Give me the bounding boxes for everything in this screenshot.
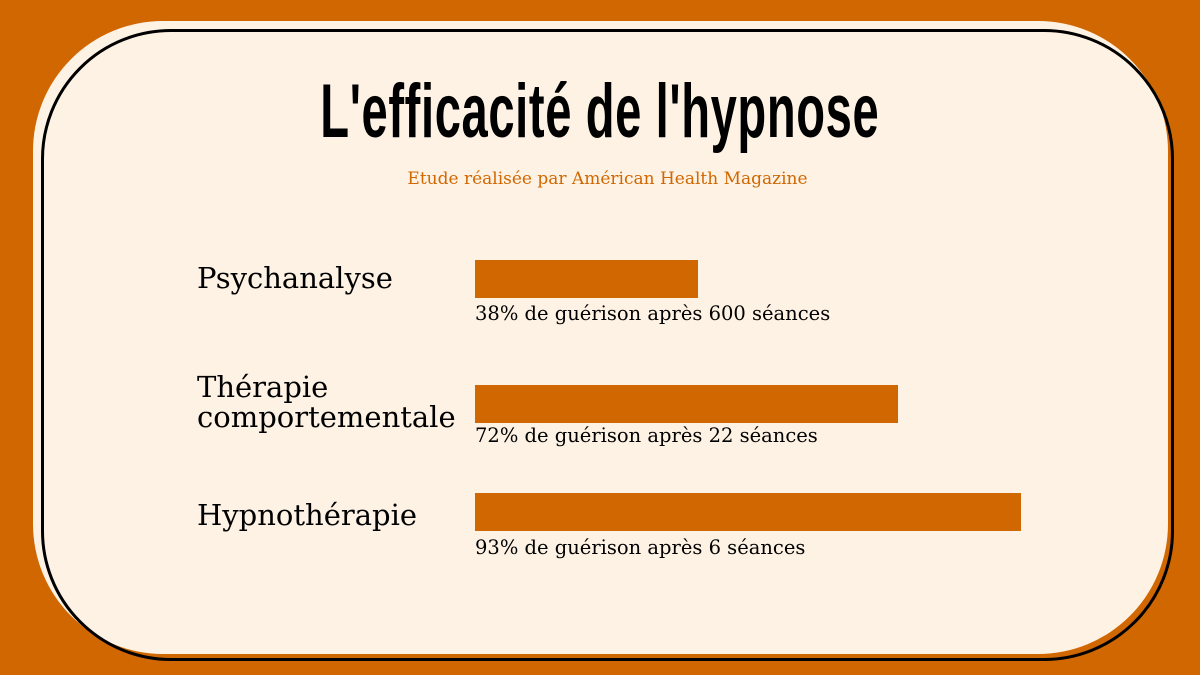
card-background: [33, 21, 1168, 654]
bar-caption-2: 93% de guérison après 6 séances: [475, 536, 806, 559]
bar-hypnotherapie: [475, 493, 1021, 531]
chart-title-text: L'efficacité de l'hypnose: [320, 69, 880, 154]
bar-therapie-comportementale: [475, 385, 898, 423]
category-label-0: Psychanalyse: [197, 261, 393, 295]
bar-caption-0: 38% de guérison après 600 séances: [475, 302, 831, 325]
bar-caption-1: 72% de guérison après 22 séances: [475, 424, 818, 447]
category-label-2: Hypnothérapie: [197, 498, 418, 532]
chart-subtitle: Etude réalisée par Américan Health Magaz…: [407, 169, 808, 189]
bar-psychanalyse: [475, 260, 699, 298]
category-label-1: Thérapie comportementale: [197, 370, 456, 434]
chart-title: L'efficacité de l'hypnose: [0, 68, 1200, 155]
card-outline: [41, 29, 1174, 661]
